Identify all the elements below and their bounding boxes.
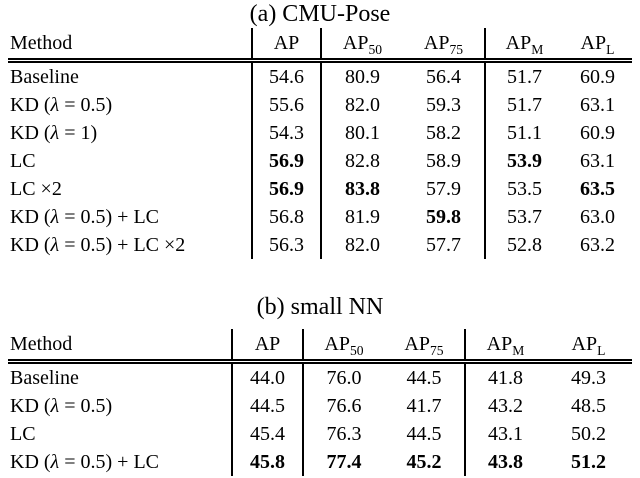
column-header-apm: APM xyxy=(464,329,545,364)
table-row: KD (λ = 0.5) 44.5 76.6 41.7 43.2 48.5 xyxy=(8,392,632,420)
value-cell: 43.2 xyxy=(464,392,545,420)
column-header-method: Method xyxy=(8,28,252,63)
column-header-ap75: AP75 xyxy=(384,329,465,364)
table-row: Baseline 44.0 76.0 44.5 41.8 49.3 xyxy=(8,361,632,392)
value-cell: 58.9 xyxy=(426,150,461,172)
value-cell: 56.3 xyxy=(251,231,321,259)
value-cell: 58.2 xyxy=(426,122,461,144)
column-header-ap: AP xyxy=(251,28,321,63)
value-cell: 44.0 xyxy=(231,361,303,392)
value-cell: 60.9 xyxy=(580,66,615,88)
table-cmu-pose: Method AP AP50 AP75 APM APL Baseline 54.6… xyxy=(8,28,632,259)
value-cell: 51.1 xyxy=(484,119,563,147)
method-cell: KD (λ = 0.5) + LC xyxy=(10,206,159,228)
value-cell: 77.4 xyxy=(302,448,384,476)
value-cell: 82.0 xyxy=(320,91,403,119)
method-cell: KD (λ = 1) xyxy=(10,122,98,144)
value-cell: 76.6 xyxy=(302,392,384,420)
value-cell: 80.9 xyxy=(320,60,403,91)
header-row: Method AP AP50 AP75 APM APL xyxy=(8,329,632,364)
method-cell: KD (λ = 0.5) xyxy=(10,395,113,417)
table-row: Baseline 54.6 80.9 56.4 51.7 60.9 xyxy=(8,60,632,91)
value-cell: 83.8 xyxy=(320,175,403,203)
column-header-method: Method xyxy=(8,329,232,364)
value-cell: 44.5 xyxy=(406,367,442,389)
column-header-ap75: AP75 xyxy=(403,28,485,63)
value-cell: 56.9 xyxy=(251,147,321,175)
value-cell: 44.5 xyxy=(231,392,303,420)
table-row: KD (λ = 0.5) + LC 45.8 77.4 45.2 43.8 51.2 xyxy=(8,448,632,476)
method-cell: KD (λ = 0.5) + LC xyxy=(10,451,159,473)
table-small-nn: Method AP AP50 AP75 APM APL Baseline 44.0… xyxy=(8,329,632,476)
value-cell: 76.0 xyxy=(302,361,384,392)
method-cell: LC xyxy=(10,423,36,445)
value-cell: 48.5 xyxy=(571,395,606,417)
table-row: LC 56.9 82.8 58.9 53.9 63.1 xyxy=(8,147,632,175)
column-header-ap50: AP50 xyxy=(320,28,403,63)
value-cell: 41.8 xyxy=(464,361,545,392)
value-cell: 59.3 xyxy=(426,94,461,116)
column-header-apl: APL xyxy=(563,28,632,63)
value-cell: 52.8 xyxy=(484,231,563,259)
method-cell: LC ×2 xyxy=(10,178,62,200)
value-cell: 56.9 xyxy=(251,175,321,203)
value-cell: 53.7 xyxy=(484,203,563,231)
value-cell: 45.2 xyxy=(406,451,442,473)
value-cell: 50.2 xyxy=(571,423,606,445)
method-cell: Baseline xyxy=(10,367,79,389)
value-cell: 56.4 xyxy=(426,66,461,88)
method-cell: LC xyxy=(10,150,36,172)
header-row: Method AP AP50 AP75 APM APL xyxy=(8,28,632,63)
value-cell: 54.3 xyxy=(251,119,321,147)
value-cell: 53.9 xyxy=(484,147,563,175)
table-row: KD (λ = 0.5) + LC 56.8 81.9 59.8 53.7 63.0 xyxy=(8,203,632,231)
value-cell: 63.5 xyxy=(580,178,615,200)
table-row: KD (λ = 1) 54.3 80.1 58.2 51.1 60.9 xyxy=(8,119,632,147)
column-header-ap50: AP50 xyxy=(302,329,384,364)
value-cell: 81.9 xyxy=(320,203,403,231)
value-cell: 51.7 xyxy=(484,91,563,119)
table-row: LC ×2 56.9 83.8 57.9 53.5 63.5 xyxy=(8,175,632,203)
value-cell: 56.8 xyxy=(251,203,321,231)
column-header-apm: APM xyxy=(484,28,563,63)
value-cell: 49.3 xyxy=(571,367,606,389)
table-title: (a) CMU-Pose xyxy=(249,1,391,27)
value-cell: 63.0 xyxy=(580,206,615,228)
value-cell: 63.1 xyxy=(580,150,615,172)
value-cell: 80.1 xyxy=(320,119,403,147)
value-cell: 76.3 xyxy=(302,420,384,448)
value-cell: 51.7 xyxy=(484,60,563,91)
value-cell: 41.7 xyxy=(406,395,442,417)
table-title: (b) small NN xyxy=(256,294,384,320)
table-row: KD (λ = 0.5) + LC ×2 56.3 82.0 57.7 52.8 63.2 xyxy=(8,231,632,259)
value-cell: 57.7 xyxy=(426,234,461,256)
table-row: KD (λ = 0.5) 55.6 82.0 59.3 51.7 63.1 xyxy=(8,91,632,119)
method-cell: KD (λ = 0.5) xyxy=(10,94,113,116)
value-cell: 63.1 xyxy=(580,94,615,116)
method-cell: KD (λ = 0.5) + LC ×2 xyxy=(10,234,186,256)
value-cell: 82.8 xyxy=(320,147,403,175)
value-cell: 60.9 xyxy=(580,122,615,144)
value-cell: 43.8 xyxy=(464,448,545,476)
value-cell: 53.5 xyxy=(484,175,563,203)
table-block-small-nn: (b) small NN Method AP AP50 AP75 APM APL… xyxy=(8,293,632,476)
value-cell: 55.6 xyxy=(251,91,321,119)
table-row: LC 45.4 76.3 44.5 43.1 50.2 xyxy=(8,420,632,448)
column-header-ap: AP xyxy=(231,329,303,364)
method-cell: Baseline xyxy=(10,66,79,88)
value-cell: 44.5 xyxy=(406,423,442,445)
value-cell: 45.8 xyxy=(231,448,303,476)
value-cell: 51.2 xyxy=(571,451,606,473)
value-cell: 59.8 xyxy=(426,206,461,228)
value-cell: 43.1 xyxy=(464,420,545,448)
table-block-cmu-pose: (a) CMU-Pose Method AP AP50 AP75 APM APL… xyxy=(8,0,632,259)
value-cell: 82.0 xyxy=(320,231,403,259)
column-header-apl: APL xyxy=(545,329,632,364)
value-cell: 63.2 xyxy=(580,234,615,256)
value-cell: 54.6 xyxy=(251,60,321,91)
value-cell: 57.9 xyxy=(426,178,461,200)
value-cell: 45.4 xyxy=(231,420,303,448)
